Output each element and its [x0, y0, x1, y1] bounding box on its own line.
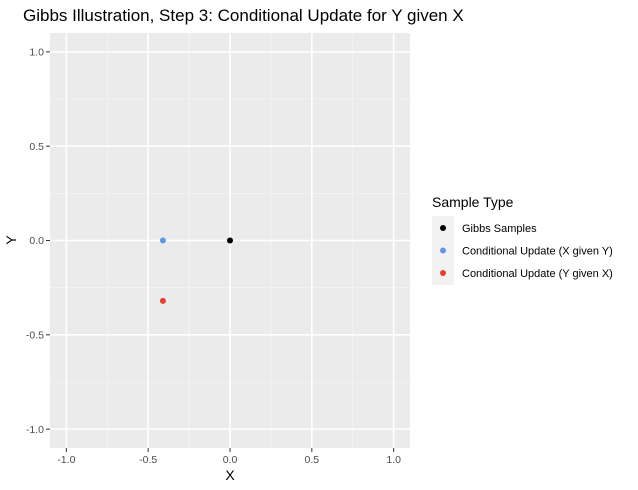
- y-tick-label: -0.5: [26, 330, 44, 342]
- y-tick-label: 0.5: [29, 141, 44, 153]
- legend-label: Gibbs Samples: [462, 223, 537, 235]
- x-tick-label: 0.5: [305, 454, 320, 466]
- axis-ticks: -1.0 -0.5 0.0 0.5 1.0 -1.0 -0.5 0.0 0.5 1.0: [26, 47, 401, 466]
- x-tick-label: 0.0: [223, 454, 238, 466]
- y-tick-label: 1.0: [29, 47, 44, 59]
- x-tick-label: 1.0: [386, 454, 401, 466]
- legend-title: Sample Type: [432, 194, 514, 210]
- x-axis-title: X: [225, 467, 235, 483]
- y-axis-title: Y: [3, 235, 19, 245]
- data-point: [159, 297, 166, 304]
- legend-key: [440, 225, 446, 231]
- legend-label: Conditional Update (Y given X): [462, 268, 613, 280]
- data-point: [227, 237, 233, 244]
- x-tick-label: -0.5: [139, 454, 157, 466]
- legend: Sample Type Gibbs Samples Conditional Upd…: [432, 194, 613, 285]
- legend-label: Conditional Update (X given Y): [462, 246, 613, 258]
- y-tick-label: -1.0: [26, 424, 44, 436]
- y-tick-label: 0.0: [29, 235, 44, 247]
- legend-key: [440, 247, 446, 254]
- legend-key: [440, 270, 446, 276]
- chart-title: Gibbs Illustration, Step 3: Conditional …: [23, 6, 464, 25]
- data-points: [159, 237, 233, 304]
- x-tick-label: -1.0: [57, 454, 75, 466]
- data-point: [159, 237, 166, 244]
